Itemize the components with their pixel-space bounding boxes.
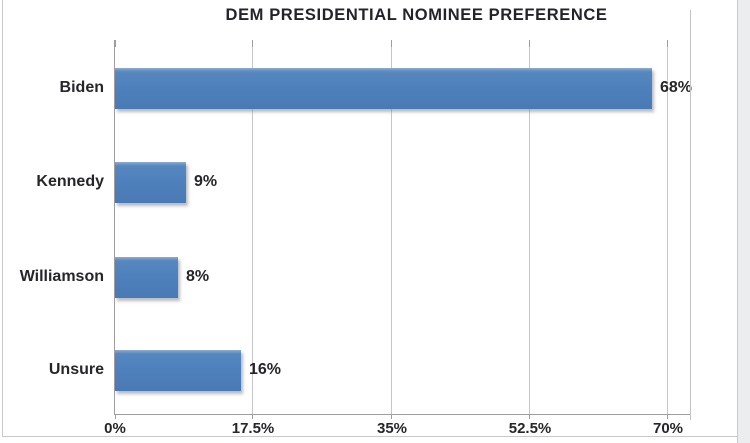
- category-label-kennedy: Kennedy: [36, 173, 104, 190]
- x-tick-label: 70%: [652, 420, 684, 437]
- category-label-biden: Biden: [59, 79, 104, 96]
- x-tick-mark-top: [391, 40, 392, 47]
- x-tick-label: 52.5%: [508, 420, 552, 437]
- gridline: [529, 40, 530, 414]
- x-tick-mark-bottom: [667, 414, 668, 419]
- card-bottom-border: [2, 436, 737, 437]
- gridline: [252, 40, 253, 414]
- x-tick-mark-top: [667, 40, 668, 47]
- chart-title: DEM PRESIDENTIAL NOMINEE PREFERENCE: [225, 6, 608, 24]
- x-tick-mark-bottom: [391, 414, 392, 419]
- bar-unsure: [115, 350, 241, 391]
- value-label-kennedy: 9%: [194, 173, 218, 190]
- x-tick-label: 17.5%: [231, 420, 275, 437]
- x-tick-mark-bottom: [529, 414, 530, 419]
- bar-biden: [115, 68, 652, 109]
- gridline: [391, 40, 392, 414]
- gridline: [667, 40, 668, 414]
- x-tick-mark-top: [529, 40, 530, 47]
- category-label-williamson: Williamson: [19, 268, 104, 285]
- value-label-unsure: 16%: [249, 361, 282, 378]
- x-tick-mark-bottom: [252, 414, 253, 419]
- plot-area: 0% 17.5% 35% 52.5% 70% 68% 9% 8% 16%: [104, 40, 692, 437]
- x-tick-mark-top: [115, 40, 116, 47]
- card-left-border: [2, 0, 3, 437]
- bar-kennedy: [115, 162, 186, 203]
- x-tick-label: 0%: [104, 420, 126, 437]
- plot-frame-right-border: [690, 10, 691, 420]
- x-axis-line: [114, 414, 691, 415]
- category-label-unsure: Unsure: [48, 361, 104, 378]
- x-tick-mark-bottom: [115, 414, 116, 419]
- value-label-biden: 68%: [660, 79, 693, 96]
- x-tick-mark-top: [252, 40, 253, 47]
- bar-williamson: [115, 257, 178, 298]
- value-label-williamson: 8%: [186, 268, 210, 285]
- page-right-gutter: [737, 0, 750, 443]
- x-tick-label: 35%: [376, 420, 408, 437]
